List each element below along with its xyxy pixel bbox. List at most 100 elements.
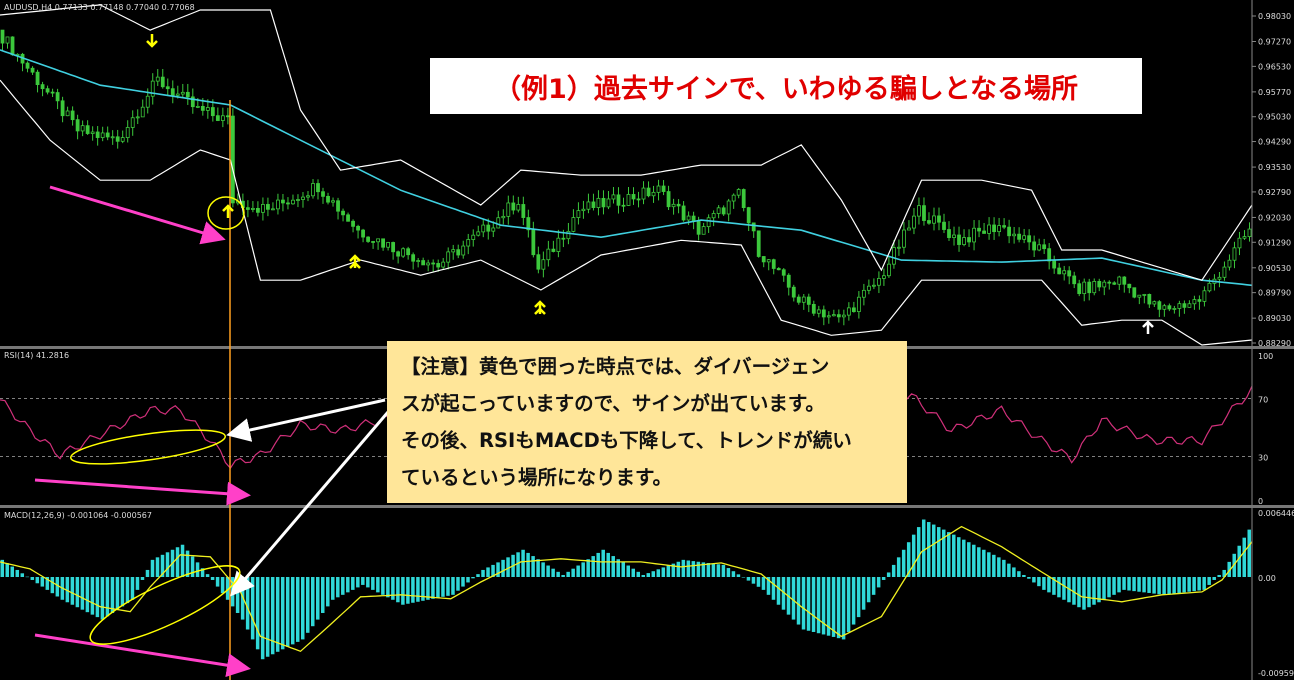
candle (586, 201, 591, 210)
macd-tick-label: 0.006446 (1258, 509, 1294, 518)
candle (371, 241, 375, 243)
candle (311, 183, 315, 197)
pink-trend-arrow (49, 185, 226, 245)
bollinger-lower-line (0, 79, 1253, 346)
macd-histogram-bar (992, 554, 996, 577)
candle (190, 96, 195, 108)
candle (1037, 244, 1042, 251)
note-annotation-box: 【注意】黄色で囲った時点では、ダイバージェン スが起こっていますので、サインが出… (387, 341, 907, 503)
macd-histogram-bar (881, 577, 886, 580)
macd-histogram-bar (1212, 577, 1216, 580)
candle (481, 224, 486, 233)
candle (536, 254, 541, 270)
macd-histogram-bar (626, 565, 630, 577)
candle (205, 107, 210, 111)
macd-histogram-bar (851, 577, 856, 625)
candle (55, 92, 60, 102)
macd-histogram-bar (386, 577, 390, 598)
macd-histogram-bar (200, 568, 205, 577)
macd-histogram-bar (441, 577, 445, 597)
candle (967, 237, 971, 243)
candle (671, 203, 676, 208)
candle (391, 242, 396, 253)
macd-histogram-bar (1167, 577, 1171, 595)
macd-histogram-bar (526, 552, 530, 577)
macd-histogram-bar (160, 554, 165, 577)
macd-histogram-bar (411, 577, 415, 603)
candle (912, 215, 916, 229)
candle (856, 296, 861, 313)
candle (1082, 281, 1087, 295)
macd-histogram-bar (977, 547, 981, 577)
macd-histogram-bar (561, 574, 565, 577)
macd-histogram-bar (165, 552, 170, 577)
macd-histogram-bar (1197, 577, 1201, 591)
macd-histogram-bar (1137, 577, 1141, 592)
candle (316, 183, 320, 193)
bollinger-upper-line (0, 4, 1253, 281)
macd-histogram-bar (952, 534, 956, 577)
candle (421, 260, 426, 266)
candle (220, 115, 225, 121)
price-tick-label: 0.95770 (1258, 88, 1291, 97)
candle (937, 215, 941, 223)
candle (80, 125, 85, 132)
macd-histogram-bar (566, 571, 570, 577)
candle (932, 215, 936, 224)
candle (1227, 259, 1232, 268)
macd-histogram-bar (5, 563, 10, 577)
macd-histogram-bar (1077, 577, 1081, 608)
macd-histogram-bar (1127, 577, 1131, 591)
candle (105, 132, 110, 138)
candle (210, 107, 215, 117)
candle (676, 203, 681, 207)
white-pointer-arrow (226, 398, 386, 442)
macd-histogram-bar (471, 577, 475, 579)
macd-histogram-bar (926, 522, 931, 577)
macd-histogram-bar (396, 577, 400, 603)
candle (225, 115, 230, 118)
macd-histogram-bar (55, 577, 60, 597)
candle (721, 207, 726, 215)
macd-histogram-bar (351, 577, 355, 590)
macd-histogram-bar (997, 557, 1001, 577)
macd-histogram-bar (346, 577, 350, 593)
macd-histogram-bar (621, 562, 625, 577)
macd-histogram-bar (546, 565, 550, 577)
macd-histogram-bar (866, 577, 871, 603)
macd-histogram-bar (891, 564, 896, 577)
macd-histogram-bar (125, 577, 130, 604)
macd-histogram-bar (341, 577, 345, 595)
annotations (34, 34, 1154, 680)
candle (791, 286, 796, 298)
macd-histogram-bar (190, 556, 195, 577)
macd-histogram-bar (316, 577, 320, 620)
candle (1087, 281, 1092, 294)
macd-histogram-bar (30, 577, 35, 580)
macd-histogram-bar (811, 577, 816, 632)
candle (821, 309, 826, 318)
macd-histogram-bar (591, 556, 595, 577)
macd-histogram-bar (681, 559, 686, 577)
candle (1152, 301, 1157, 305)
macd-histogram-bar (1022, 574, 1026, 577)
macd-histogram-bar (1057, 577, 1061, 598)
macd-histogram-bar (235, 577, 240, 613)
macd-histogram-bar (921, 519, 926, 577)
candle (846, 307, 851, 316)
macd-histogram-bar (140, 577, 145, 580)
price-pane (0, 4, 1253, 346)
white-pointer-arrow (230, 411, 390, 597)
macd-histogram-bar (826, 577, 831, 636)
candle (90, 131, 95, 134)
macd-histogram-bar (1217, 574, 1221, 577)
macd-histogram-bar (1072, 577, 1076, 605)
title-annotation: （例1）過去サインで、いわゆる騙しとなる場所 (494, 73, 1078, 105)
candle (621, 204, 626, 207)
price-tick-label: 0.92030 (1258, 213, 1291, 222)
candle (426, 262, 431, 266)
macd-histogram-bar (731, 571, 736, 577)
candle (461, 245, 466, 256)
candle (706, 217, 711, 228)
